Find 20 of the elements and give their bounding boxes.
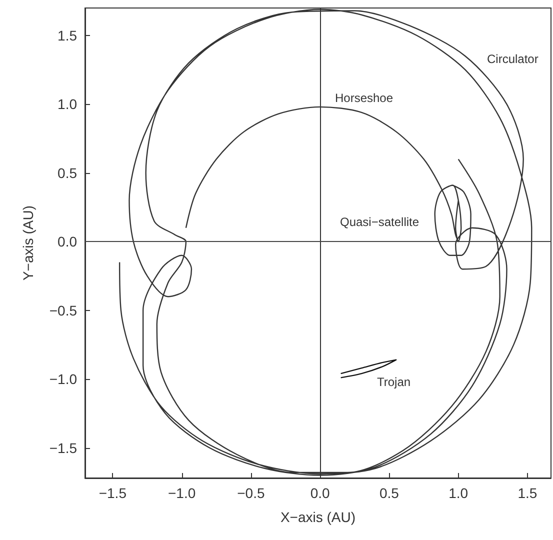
- y-tick-label: 1.5: [58, 27, 78, 44]
- y-axis-title: Y−axis (AU): [20, 205, 36, 281]
- y-tick-label: 0.0: [58, 234, 78, 250]
- series-label: Quasi−satellite: [340, 215, 420, 229]
- y-tick-label: −0.5: [49, 302, 78, 318]
- x-tick-label: −1.0: [168, 485, 196, 501]
- x-tick-label: 0.5: [379, 485, 400, 501]
- series-label: Circulator: [487, 52, 538, 66]
- y-tick-label: 0.5: [58, 164, 78, 181]
- x-tick-label: 1.0: [448, 485, 468, 501]
- x-tick-label: −1.5: [98, 485, 127, 501]
- y-tick-label: −1.5: [49, 440, 78, 456]
- x-tick-label: 1.5: [518, 485, 538, 501]
- x-axis-title: X−axis (AU): [280, 509, 356, 525]
- y-tick-label: 1.0: [58, 96, 78, 112]
- series-label: Horseshoe: [335, 91, 394, 105]
- x-tick-label: −0.5: [237, 485, 265, 501]
- series-label: Trojan: [377, 375, 411, 389]
- x-tick-label: 0.0: [310, 485, 330, 501]
- y-tick-label: −1.0: [49, 371, 78, 388]
